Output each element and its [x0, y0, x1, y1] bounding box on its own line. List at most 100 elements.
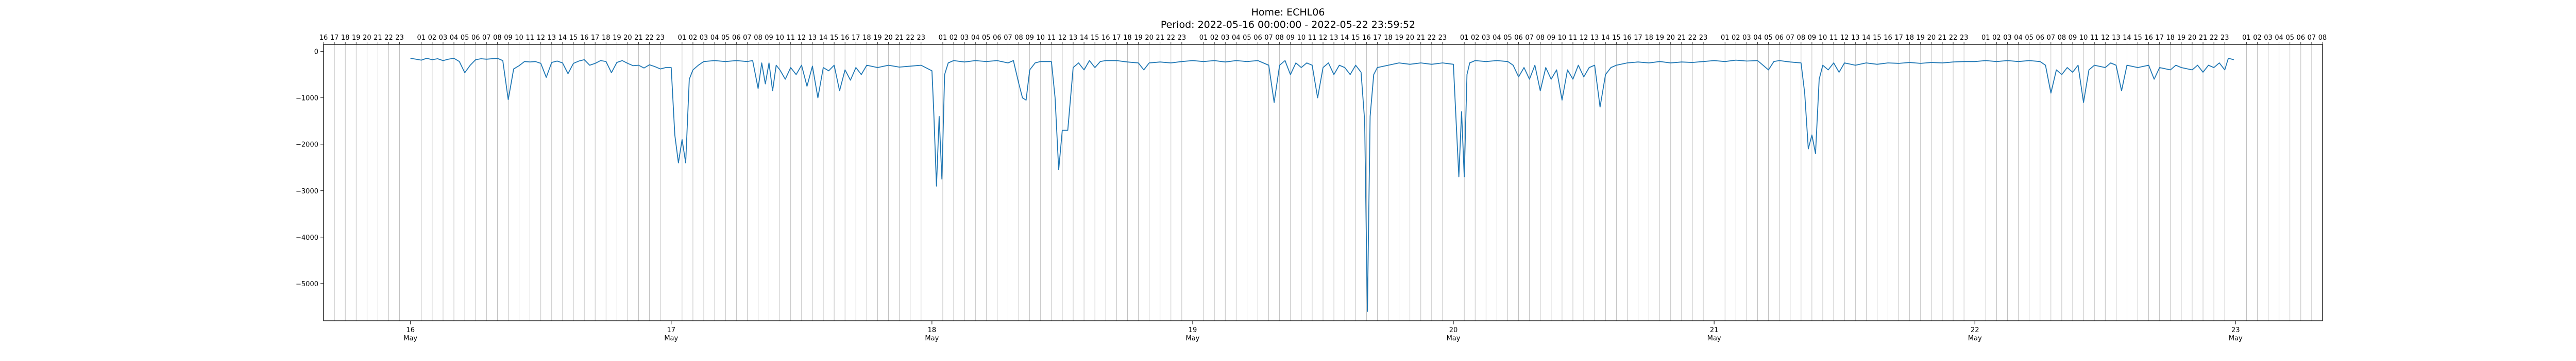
top-hour-tick-label: 21	[2199, 34, 2208, 42]
top-hour-tick-label: 23	[1699, 34, 1708, 42]
top-hour-tick-label: 09	[1547, 34, 1556, 42]
x-tick-day-label: 20	[1449, 326, 1458, 334]
top-hour-tick-label: 04	[2275, 34, 2283, 42]
top-hour-tick-label: 10	[515, 34, 523, 42]
top-hour-tick-label: 18	[1645, 34, 1653, 42]
top-hour-tick-label: 06	[732, 34, 741, 42]
top-hour-tick-label: 05	[982, 34, 991, 42]
top-hour-tick-label: 11	[1047, 34, 1056, 42]
top-hour-tick-label: 17	[1894, 34, 1903, 42]
series-layer	[410, 58, 2234, 312]
top-hour-tick-label: 21	[1417, 34, 1426, 42]
top-hour-tick-label: 13	[1330, 34, 1338, 42]
y-tick-label: −2000	[296, 141, 318, 149]
top-hour-tick-label: 05	[2025, 34, 2033, 42]
x-tick-month-label: May	[1707, 335, 1721, 342]
top-hour-tick-label: 03	[1221, 34, 1230, 42]
top-hour-tick-label: 19	[1655, 34, 1664, 42]
top-hour-tick-label: 19	[352, 34, 361, 42]
top-hour-tick-label: 03	[2003, 34, 2012, 42]
x-tick-month-label: May	[2229, 335, 2243, 342]
top-hour-tick-label: 20	[884, 34, 893, 42]
top-hour-tick-label: 01	[2242, 34, 2251, 42]
x-tick-month-label: May	[1968, 335, 1982, 342]
top-hour-tick-label: 09	[765, 34, 773, 42]
top-hour-tick-label: 01	[1721, 34, 1730, 42]
top-hour-tick-label: 14	[1862, 34, 1871, 42]
series-line	[410, 58, 2234, 312]
top-hour-tick-label: 13	[1069, 34, 1078, 42]
y-tick-label: −5000	[296, 281, 318, 288]
top-hour-tick-label: 03	[2264, 34, 2273, 42]
top-hour-tick-label: 04	[2014, 34, 2023, 42]
top-hour-tick-label: 18	[1384, 34, 1393, 42]
top-hour-tick-label: 06	[2036, 34, 2044, 42]
top-hour-tick-label: 10	[1819, 34, 1827, 42]
top-hour-tick-label: 15	[830, 34, 839, 42]
top-hour-tick-label: 08	[2318, 34, 2327, 42]
top-hour-tick-label: 10	[1558, 34, 1567, 42]
top-hour-tick-label: 15	[569, 34, 578, 42]
top-hour-tick-label: 23	[1438, 34, 1447, 42]
y-tick-label: −4000	[296, 234, 318, 242]
x-tick-day-label: 18	[928, 326, 937, 334]
top-hour-tick-label: 23	[1960, 34, 1969, 42]
top-hour-tick-label: 23	[395, 34, 404, 42]
top-hour-tick-label: 04	[450, 34, 459, 42]
top-hour-tick-label: 11	[1829, 34, 1838, 42]
top-hour-tick-label: 04	[710, 34, 719, 42]
top-hour-tick-label: 17	[591, 34, 600, 42]
top-hour-tick-label: 08	[2058, 34, 2066, 42]
top-hour-tick-label: 17	[1112, 34, 1121, 42]
top-hour-tick-label: 13	[1590, 34, 1599, 42]
top-hour-tick-label: 16	[580, 34, 589, 42]
top-hour-tick-label: 03	[1482, 34, 1490, 42]
top-hour-tick-label: 02	[1732, 34, 1740, 42]
top-hour-tick-label: 21	[1156, 34, 1164, 42]
top-hour-tick-label: 08	[754, 34, 762, 42]
top-hour-tick-label: 23	[917, 34, 926, 42]
top-hour-tick-label: 17	[2155, 34, 2164, 42]
top-hour-tick-label: 23	[1178, 34, 1187, 42]
top-hour-tick-label: 08	[493, 34, 502, 42]
hour-gridlines	[323, 44, 2323, 321]
top-hour-tick-label: 21	[1938, 34, 1947, 42]
top-hour-tick-label: 20	[623, 34, 632, 42]
top-hour-tick-label: 09	[2069, 34, 2077, 42]
y-tick-label: −1000	[296, 95, 318, 103]
top-hour-tick-label: 20	[1667, 34, 1675, 42]
top-hour-tick-label: 07	[2047, 34, 2056, 42]
top-hour-tick-label: 16	[319, 34, 328, 42]
top-hour-tick-label: 19	[2177, 34, 2186, 42]
top-hour-tick-label: 22	[1688, 34, 1697, 42]
top-hour-tick-label: 20	[363, 34, 371, 42]
y-axis: 0 −1000 −2000 −3000 −4000 −5000	[296, 48, 324, 288]
x-tick-month-label: May	[403, 335, 417, 342]
top-hour-tick-label: 01	[1460, 34, 1469, 42]
top-hour-tick-label: 14	[558, 34, 567, 42]
top-hour-tick-label: 02	[1471, 34, 1480, 42]
top-hour-tick-label: 22	[1949, 34, 1958, 42]
top-hour-tick-label: 06	[2297, 34, 2306, 42]
top-hour-tick-label: 04	[1753, 34, 1762, 42]
top-hour-tick-label: 22	[2210, 34, 2218, 42]
top-hour-tick-label: 19	[1917, 34, 1925, 42]
top-hour-tick-label: 07	[1264, 34, 1273, 42]
top-hour-tick-label: 11	[786, 34, 795, 42]
top-hour-tick-label: 18	[862, 34, 871, 42]
top-hour-tick-label: 07	[2308, 34, 2316, 42]
top-hour-tick-label: 14	[1341, 34, 1349, 42]
top-hour-tick-label: 03	[1742, 34, 1751, 42]
top-hour-tick-label: 04	[1493, 34, 1501, 42]
chart-subtitle: Period: 2022-05-16 00:00:00 - 2022-05-22…	[1161, 19, 1415, 30]
top-hour-tick-label: 12	[2101, 34, 2110, 42]
top-hour-tick-label: 11	[1569, 34, 1578, 42]
top-hour-tick-label: 11	[526, 34, 534, 42]
top-hour-tick-label: 01	[1981, 34, 1990, 42]
top-hour-tick-label: 01	[939, 34, 947, 42]
top-hour-tick-label: 18	[1123, 34, 1132, 42]
top-hour-tick-label: 08	[1275, 34, 1284, 42]
top-hour-tick-label: 13	[2112, 34, 2121, 42]
top-hour-tick-label: 21	[374, 34, 382, 42]
